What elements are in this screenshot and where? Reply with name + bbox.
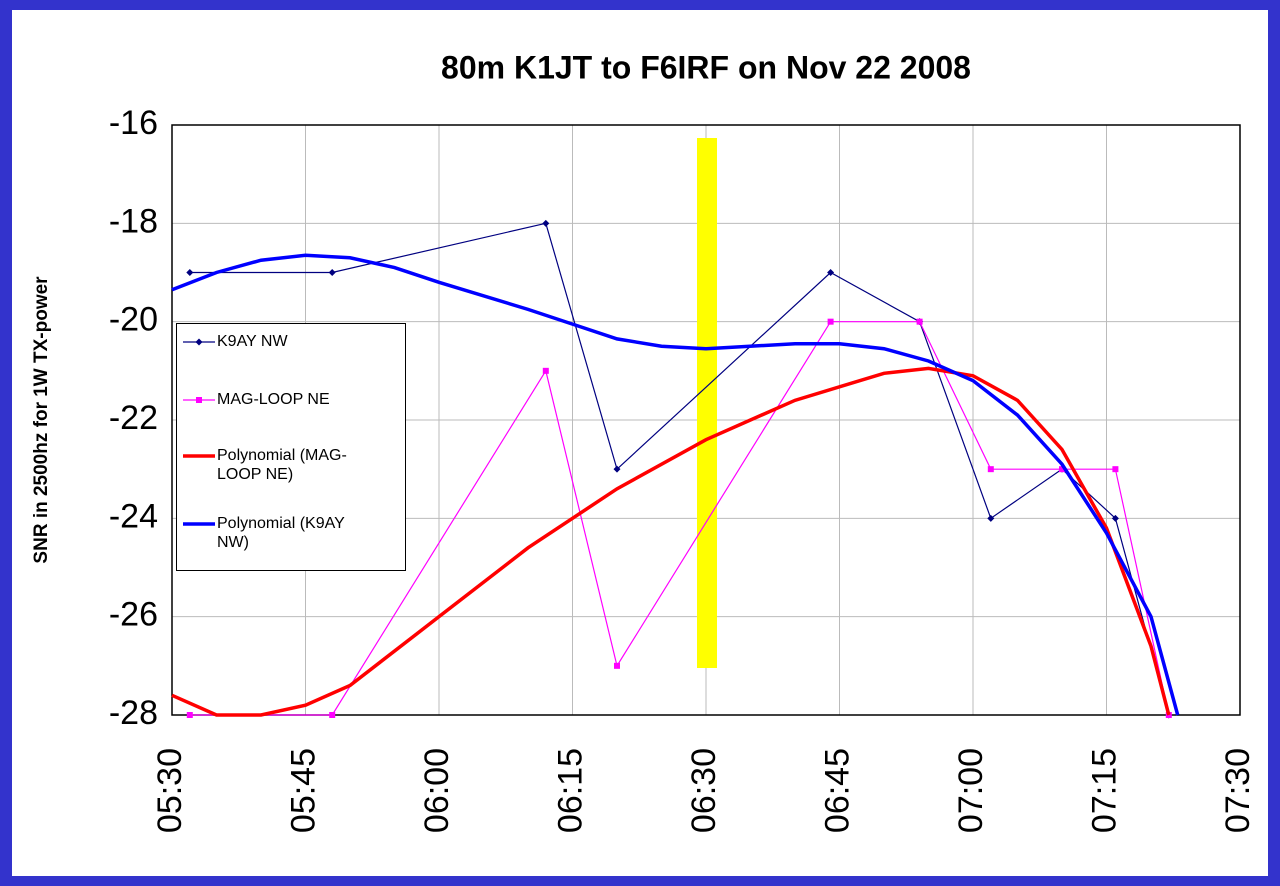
x-tick-label: 05:45: [284, 748, 322, 833]
chart-title: 80m K1JT to F6IRF on Nov 22 2008: [441, 49, 971, 85]
y-axis-label: SNR in 2500hz for 1W TX-power: [31, 276, 52, 564]
data-point: [987, 514, 995, 522]
legend-item: K9AY NW: [183, 332, 377, 351]
legend-item: Polynomial (MAG-LOOP NE): [183, 446, 377, 484]
legend-label: Polynomial (MAG-LOOP NE): [217, 447, 347, 483]
legend-item: MAG-LOOP NE: [183, 390, 377, 409]
legend-marker: [195, 338, 203, 346]
data-point: [987, 466, 994, 473]
y-tick-label: -16: [109, 104, 158, 142]
data-point: [186, 712, 193, 718]
data-point: [328, 269, 336, 276]
data-point: [542, 367, 549, 374]
legend-key: [183, 522, 215, 526]
data-point: [827, 318, 834, 325]
legend-label: K9AY NW: [217, 333, 288, 350]
legend: K9AY NW MAG-LOOP NE Polynomial (MAG-LOOP N…: [176, 323, 406, 571]
legend-label: Polynomial (K9AY NW): [217, 515, 345, 551]
x-tick-label: 07:30: [1219, 748, 1257, 833]
x-tick-label: 07:15: [1085, 748, 1123, 833]
x-tick-label: 07:00: [952, 748, 990, 833]
x-tick-label: 06:00: [418, 748, 456, 833]
data-point: [329, 712, 336, 718]
x-tick-label: 06:30: [685, 748, 723, 833]
y-tick-label: -22: [109, 399, 158, 437]
legend-item: Polynomial (K9AY NW): [183, 514, 377, 552]
data-point: [613, 465, 621, 473]
y-tick-label: -24: [109, 497, 158, 535]
y-tick-label: -18: [109, 202, 158, 240]
y-tick-label: -20: [109, 301, 158, 339]
series-line: [189, 321, 1170, 716]
highlight-bar: [697, 138, 717, 668]
data-point: [1112, 466, 1119, 473]
y-tick-label: -28: [109, 694, 158, 732]
data-point: [1059, 466, 1065, 473]
plot-border: [171, 124, 1241, 716]
y-tick-label: -26: [109, 596, 158, 634]
data-point: [614, 662, 620, 669]
legend-key: [183, 397, 215, 403]
data-point: [827, 269, 835, 276]
series-line: [171, 366, 1171, 717]
data-point: [186, 269, 194, 276]
data-point: [542, 219, 550, 227]
x-tick-label: 06:15: [551, 748, 589, 833]
legend-key: [183, 338, 215, 346]
series-line: [171, 253, 1180, 716]
x-tick-label: 05:30: [151, 748, 189, 833]
data-point: [1111, 514, 1119, 522]
data-point: [916, 318, 923, 325]
legend-key: [183, 454, 215, 458]
x-tick-label: 06:45: [818, 748, 856, 833]
legend-label: MAG-LOOP NE: [217, 391, 330, 408]
legend-marker: [196, 397, 202, 403]
